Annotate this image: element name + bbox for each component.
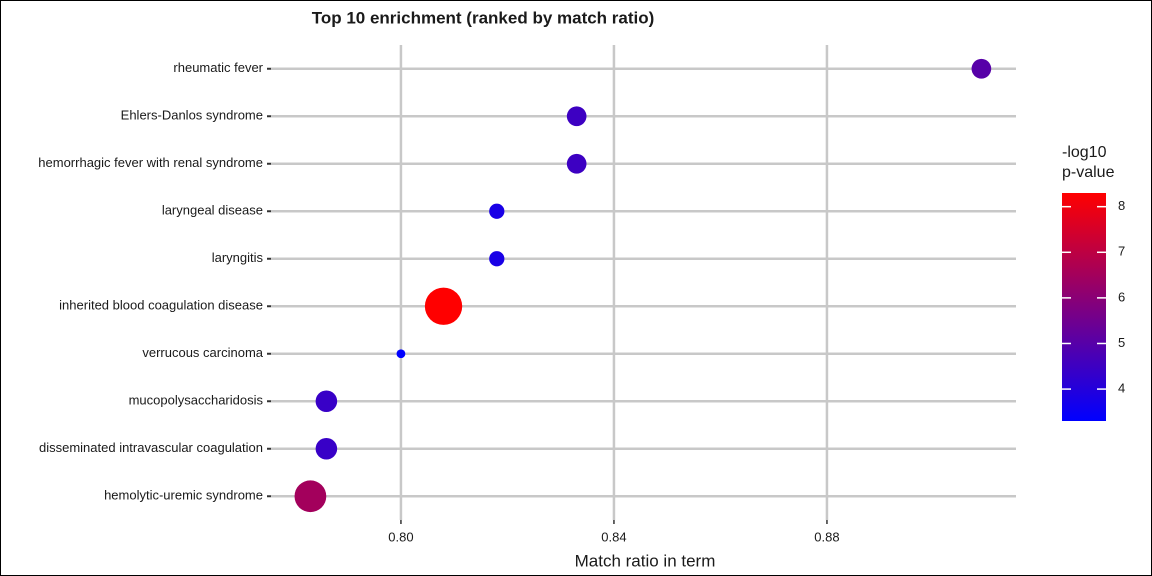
colorbar-label: 7: [1118, 244, 1125, 259]
dot: [315, 437, 338, 460]
colorbar-label: 5: [1118, 335, 1125, 350]
dot: [489, 251, 505, 267]
y-tick-label: laryngitis: [212, 250, 264, 265]
colorbar-label: 4: [1118, 381, 1125, 396]
x-tick-label: 0.88: [814, 529, 839, 544]
colorbar-label: 6: [1118, 289, 1125, 304]
dot: [489, 203, 505, 219]
colorbar: [1062, 193, 1106, 421]
y-tick-label: mucopolysaccharidosis: [129, 393, 264, 408]
x-axis-label: Match ratio in term: [575, 551, 716, 570]
dot: [315, 390, 338, 413]
y-tick-label: verrucous carcinoma: [142, 345, 263, 360]
legend-title: -log10: [1062, 144, 1107, 161]
y-tick-label: disseminated intravascular coagulation: [39, 440, 263, 455]
y-tick-label: inherited blood coagulation disease: [59, 298, 263, 313]
y-tick-label: laryngeal disease: [162, 203, 263, 218]
chart-title: Top 10 enrichment (ranked by match ratio…: [312, 8, 655, 27]
colorbar-label: 8: [1118, 198, 1125, 213]
y-tick-label: Ehlers-Danlos syndrome: [121, 108, 263, 123]
dot: [396, 349, 406, 359]
y-tick-label: rheumatic fever: [173, 60, 263, 75]
y-tick-label: hemolytic-uremic syndrome: [104, 488, 263, 503]
x-tick-label: 0.80: [388, 529, 413, 544]
y-tick-label: hemorrhagic fever with renal syndrome: [38, 155, 263, 170]
dot: [424, 287, 463, 325]
dot: [566, 153, 587, 174]
dot: [971, 58, 992, 79]
dot: [566, 106, 587, 127]
dot: [294, 480, 327, 513]
x-tick-label: 0.84: [601, 529, 626, 544]
legend-title: p-value: [1062, 164, 1115, 181]
